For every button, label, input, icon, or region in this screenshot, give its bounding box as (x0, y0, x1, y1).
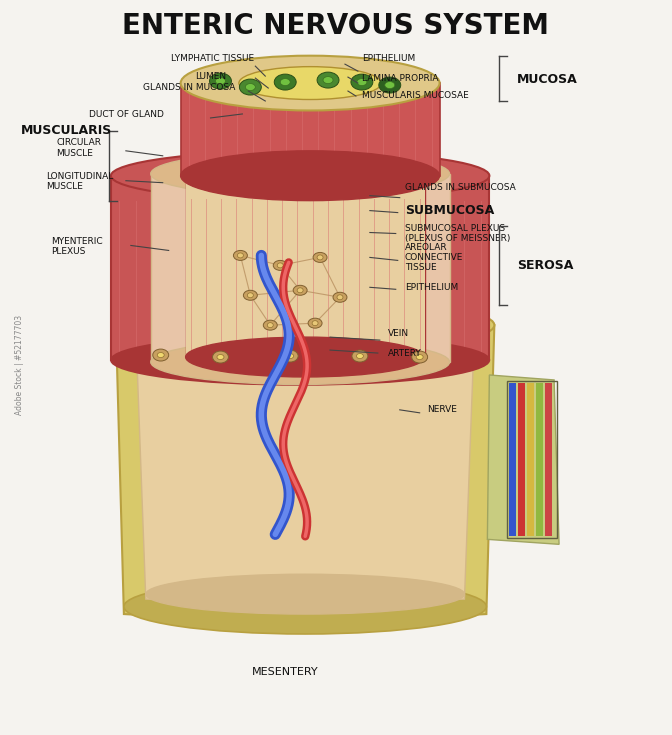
Ellipse shape (116, 298, 495, 353)
Text: MESENTERY: MESENTERY (252, 667, 319, 677)
Ellipse shape (216, 78, 226, 85)
Ellipse shape (351, 74, 373, 90)
Ellipse shape (385, 82, 394, 88)
Ellipse shape (243, 290, 257, 301)
Ellipse shape (111, 335, 489, 385)
Polygon shape (185, 179, 425, 357)
Ellipse shape (317, 72, 339, 88)
Ellipse shape (212, 351, 228, 363)
Text: CIRCULAR
MUSCLE: CIRCULAR MUSCLE (56, 138, 101, 157)
Text: GLANDS IN MUCOSA: GLANDS IN MUCOSA (143, 82, 235, 92)
Ellipse shape (210, 73, 231, 89)
Polygon shape (181, 83, 439, 176)
Ellipse shape (379, 77, 401, 93)
Ellipse shape (157, 353, 164, 357)
Text: LYMPHATIC TISSUE: LYMPHATIC TISSUE (171, 54, 254, 62)
Text: MYENTERIC
PLEXUS: MYENTERIC PLEXUS (51, 237, 103, 257)
Text: EPITHELIUM: EPITHELIUM (362, 54, 415, 62)
Ellipse shape (352, 350, 368, 362)
Ellipse shape (308, 318, 322, 328)
Polygon shape (487, 375, 559, 545)
Text: LUMEN: LUMEN (196, 71, 226, 81)
Polygon shape (536, 383, 543, 537)
Ellipse shape (293, 285, 307, 295)
Polygon shape (528, 383, 534, 537)
Ellipse shape (239, 79, 261, 95)
Ellipse shape (245, 84, 255, 90)
Ellipse shape (312, 320, 318, 326)
Ellipse shape (181, 56, 439, 110)
Text: LAMINA PROPRIA: LAMINA PROPRIA (362, 74, 438, 82)
Ellipse shape (323, 76, 333, 84)
Ellipse shape (151, 151, 450, 196)
Ellipse shape (267, 323, 274, 328)
Polygon shape (545, 383, 552, 537)
Ellipse shape (111, 151, 489, 201)
Ellipse shape (278, 263, 283, 268)
Text: NERVE: NERVE (427, 405, 458, 415)
Ellipse shape (124, 579, 487, 634)
Ellipse shape (181, 151, 439, 201)
Text: MUCOSA: MUCOSA (517, 73, 578, 85)
Ellipse shape (337, 295, 343, 300)
Polygon shape (518, 383, 526, 537)
Polygon shape (151, 173, 450, 362)
Text: SUBMUCOSAL PLEXUS
(PLEXUS OF MEISSNER): SUBMUCOSAL PLEXUS (PLEXUS OF MEISSNER) (405, 224, 510, 243)
Text: ENTERIC NERVOUS SYSTEM: ENTERIC NERVOUS SYSTEM (122, 12, 550, 40)
Text: GLANDS IN SUBMUCOSA: GLANDS IN SUBMUCOSA (405, 183, 515, 192)
Ellipse shape (317, 255, 323, 260)
Polygon shape (111, 176, 489, 360)
Ellipse shape (297, 288, 303, 293)
Text: ARTERY: ARTERY (388, 348, 421, 357)
Ellipse shape (313, 252, 327, 262)
Ellipse shape (185, 337, 425, 377)
Ellipse shape (146, 574, 464, 614)
Ellipse shape (233, 251, 247, 260)
Ellipse shape (274, 260, 287, 270)
Ellipse shape (217, 354, 224, 359)
Ellipse shape (412, 351, 427, 363)
Ellipse shape (247, 293, 253, 298)
Text: MUSCULARIS: MUSCULARIS (22, 124, 112, 137)
Ellipse shape (333, 293, 347, 302)
Polygon shape (509, 383, 516, 537)
Text: EPITHELIUM: EPITHELIUM (405, 283, 458, 292)
Ellipse shape (357, 79, 367, 85)
Ellipse shape (416, 354, 423, 359)
Text: Adobe Stock | #52177703: Adobe Stock | #52177703 (15, 315, 24, 415)
Polygon shape (116, 325, 495, 624)
Ellipse shape (239, 67, 381, 99)
Text: VEIN: VEIN (388, 329, 409, 337)
Ellipse shape (136, 305, 474, 355)
Text: MUSCULARIS MUCOSAE: MUSCULARIS MUCOSAE (362, 90, 468, 99)
Text: DUCT OF GLAND: DUCT OF GLAND (89, 110, 164, 120)
Ellipse shape (282, 350, 298, 362)
Text: AREOLAR
CONNECTIVE
TISSUE: AREOLAR CONNECTIVE TISSUE (405, 243, 463, 273)
Ellipse shape (287, 354, 294, 359)
Text: SEROSA: SEROSA (517, 259, 574, 272)
Text: SUBMUCOSA: SUBMUCOSA (405, 204, 494, 217)
Polygon shape (185, 179, 425, 357)
Ellipse shape (151, 340, 450, 384)
Text: LONGITUDINAL
MUSCLE: LONGITUDINAL MUSCLE (46, 172, 114, 191)
Ellipse shape (185, 159, 425, 198)
Ellipse shape (274, 74, 296, 90)
Ellipse shape (280, 79, 290, 85)
Ellipse shape (263, 320, 278, 330)
Ellipse shape (356, 354, 364, 359)
Ellipse shape (237, 253, 243, 258)
Polygon shape (136, 330, 474, 606)
Ellipse shape (153, 349, 169, 361)
